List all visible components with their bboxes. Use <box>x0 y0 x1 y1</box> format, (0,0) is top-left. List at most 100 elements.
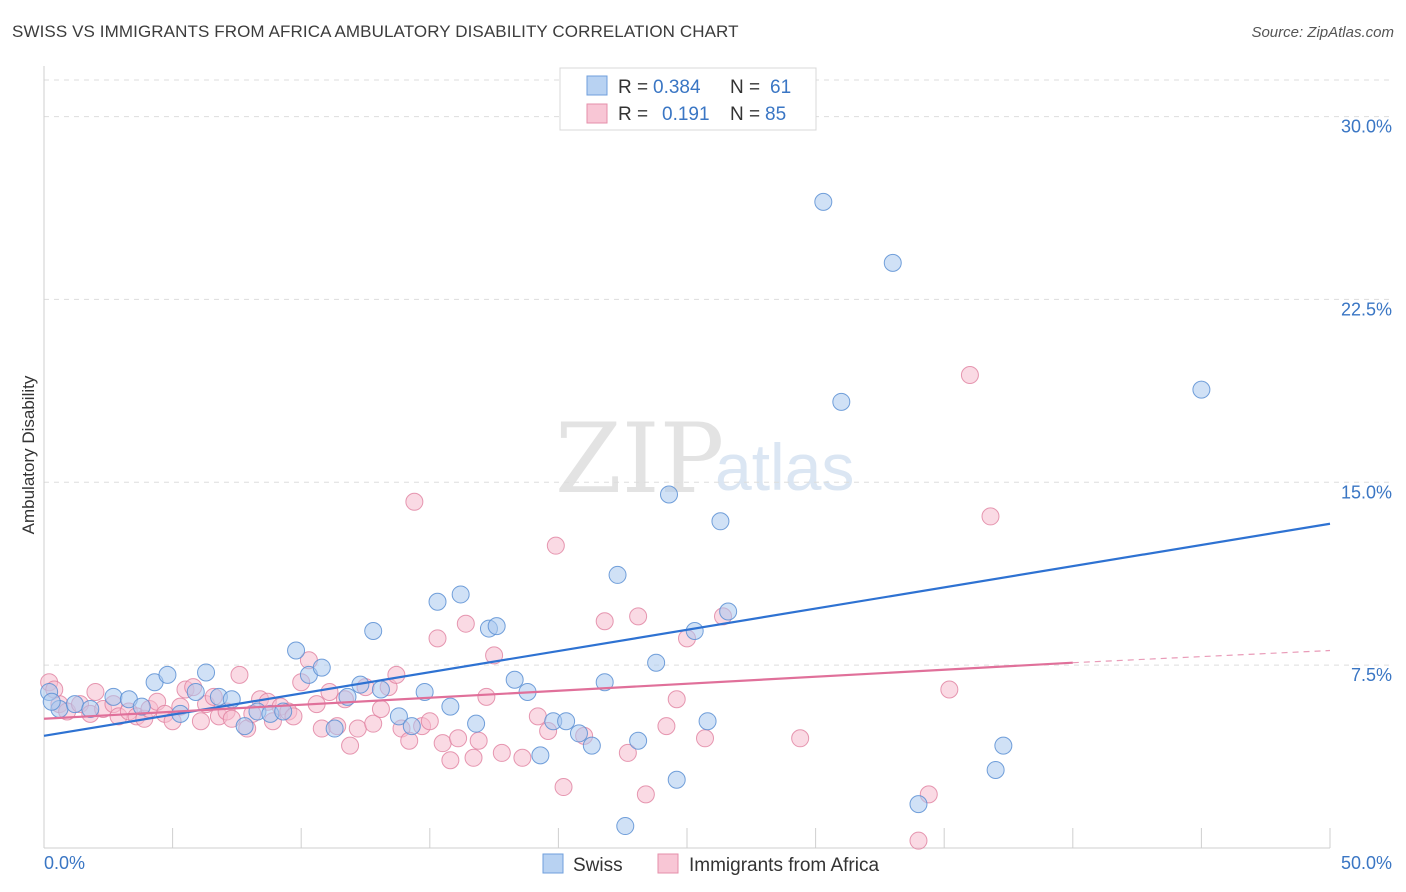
legend-r-value-africa: 0.191 <box>662 104 710 125</box>
africa-point <box>449 729 468 748</box>
trend-lines <box>43 522 1331 737</box>
africa-point <box>492 743 511 762</box>
swiss-point <box>595 673 614 692</box>
swiss-point <box>616 817 635 836</box>
swiss-point <box>1192 380 1211 399</box>
swiss-point <box>994 736 1013 755</box>
legend-bottom-label-swiss: Swiss <box>573 855 623 876</box>
axes: 7.5% 15.0% 22.5% 30.0% <box>43 66 1392 849</box>
swiss-point <box>659 485 678 504</box>
africa-trend-extension <box>1072 649 1331 664</box>
x-tick-label-max: 50.0% <box>1341 853 1392 873</box>
africa-point <box>485 646 504 665</box>
africa-point <box>791 729 810 748</box>
africa-point <box>464 748 483 767</box>
legend-n-value-africa: 85 <box>765 104 786 125</box>
swiss-point <box>287 641 306 660</box>
africa-point <box>657 717 676 736</box>
gridlines <box>44 79 1392 666</box>
swiss-point <box>467 714 486 733</box>
swiss-point <box>274 702 293 721</box>
swiss-point <box>719 602 738 621</box>
africa-point <box>554 778 573 797</box>
africa-point <box>441 751 460 770</box>
africa-point <box>230 665 249 684</box>
legend-n-value-swiss: 61 <box>770 77 791 98</box>
swiss-point <box>371 680 390 699</box>
swiss-point <box>909 795 928 814</box>
swiss-point <box>428 592 447 611</box>
swiss-point <box>132 697 151 716</box>
swiss-point <box>629 731 648 750</box>
africa-point <box>636 785 655 804</box>
swiss-point <box>158 665 177 684</box>
swiss-point <box>325 719 344 738</box>
legend-r-label-swiss: R = <box>618 77 648 98</box>
swiss-point <box>667 770 686 789</box>
swiss-point <box>235 717 254 736</box>
legend-n-label-swiss: N = <box>730 77 760 98</box>
swiss-points <box>40 192 1211 836</box>
africa-points <box>40 366 1000 850</box>
africa-point <box>341 736 360 755</box>
swiss-point <box>441 697 460 716</box>
africa-point <box>618 743 637 762</box>
legend-bottom-label-africa: Immigrants from Africa <box>689 855 879 876</box>
africa-point <box>428 629 447 648</box>
swiss-point <box>65 695 84 714</box>
swiss-point <box>883 253 902 272</box>
africa-point <box>981 507 1000 526</box>
swiss-point <box>531 746 550 765</box>
swiss-trend-line <box>43 522 1331 737</box>
swiss-point <box>698 712 717 731</box>
africa-point <box>433 734 452 753</box>
swiss-point <box>557 712 576 731</box>
africa-trend-line <box>43 661 1073 720</box>
africa-point <box>477 687 496 706</box>
swiss-point <box>415 682 434 701</box>
legend-r-label-africa: R = <box>618 104 648 125</box>
swiss-point <box>505 670 524 689</box>
africa-point <box>513 748 532 767</box>
africa-point <box>667 690 686 709</box>
swiss-point <box>487 617 506 636</box>
swiss-point <box>582 736 601 755</box>
watermark-atlas: atlas <box>715 430 854 504</box>
legend-swatch-africa <box>586 103 608 124</box>
y-tick-label: 15.0% <box>1341 482 1392 502</box>
africa-point <box>456 614 475 633</box>
africa-point <box>528 707 547 726</box>
y-axis-label: Ambulatory Disability <box>19 375 38 534</box>
y-tick-label: 7.5% <box>1351 665 1392 685</box>
swiss-point <box>402 717 421 736</box>
africa-point <box>405 492 424 511</box>
africa-point <box>320 682 339 701</box>
swiss-point <box>186 682 205 701</box>
watermark-zip: ZIP <box>555 403 724 515</box>
swiss-point <box>312 658 331 677</box>
swiss-point <box>569 724 588 743</box>
africa-point <box>960 366 979 385</box>
africa-point <box>364 714 383 733</box>
swiss-point <box>42 692 61 711</box>
legend-bottom: Swiss Immigrants from Africa <box>542 853 879 876</box>
swiss-point <box>364 622 383 641</box>
africa-point <box>909 831 928 850</box>
legend-top: R = 0.384 N = 61 R = 0.191 N = 85 <box>559 67 817 131</box>
africa-point <box>469 731 488 750</box>
swiss-point <box>104 687 123 706</box>
africa-point <box>86 682 105 701</box>
africa-point <box>387 665 406 684</box>
x-tick-label-min: 0.0% <box>44 853 85 873</box>
legend-n-label-africa: N = <box>730 104 760 125</box>
africa-point <box>940 680 959 699</box>
source-note: Source: ZipAtlas.com <box>1251 24 1394 41</box>
swiss-point <box>451 585 470 604</box>
africa-point <box>595 612 614 631</box>
legend-bottom-swatch-swiss <box>542 853 564 874</box>
africa-point <box>629 607 648 626</box>
swiss-point <box>197 663 216 682</box>
y-tick-label: 30.0% <box>1341 117 1392 137</box>
swiss-point <box>832 392 851 411</box>
